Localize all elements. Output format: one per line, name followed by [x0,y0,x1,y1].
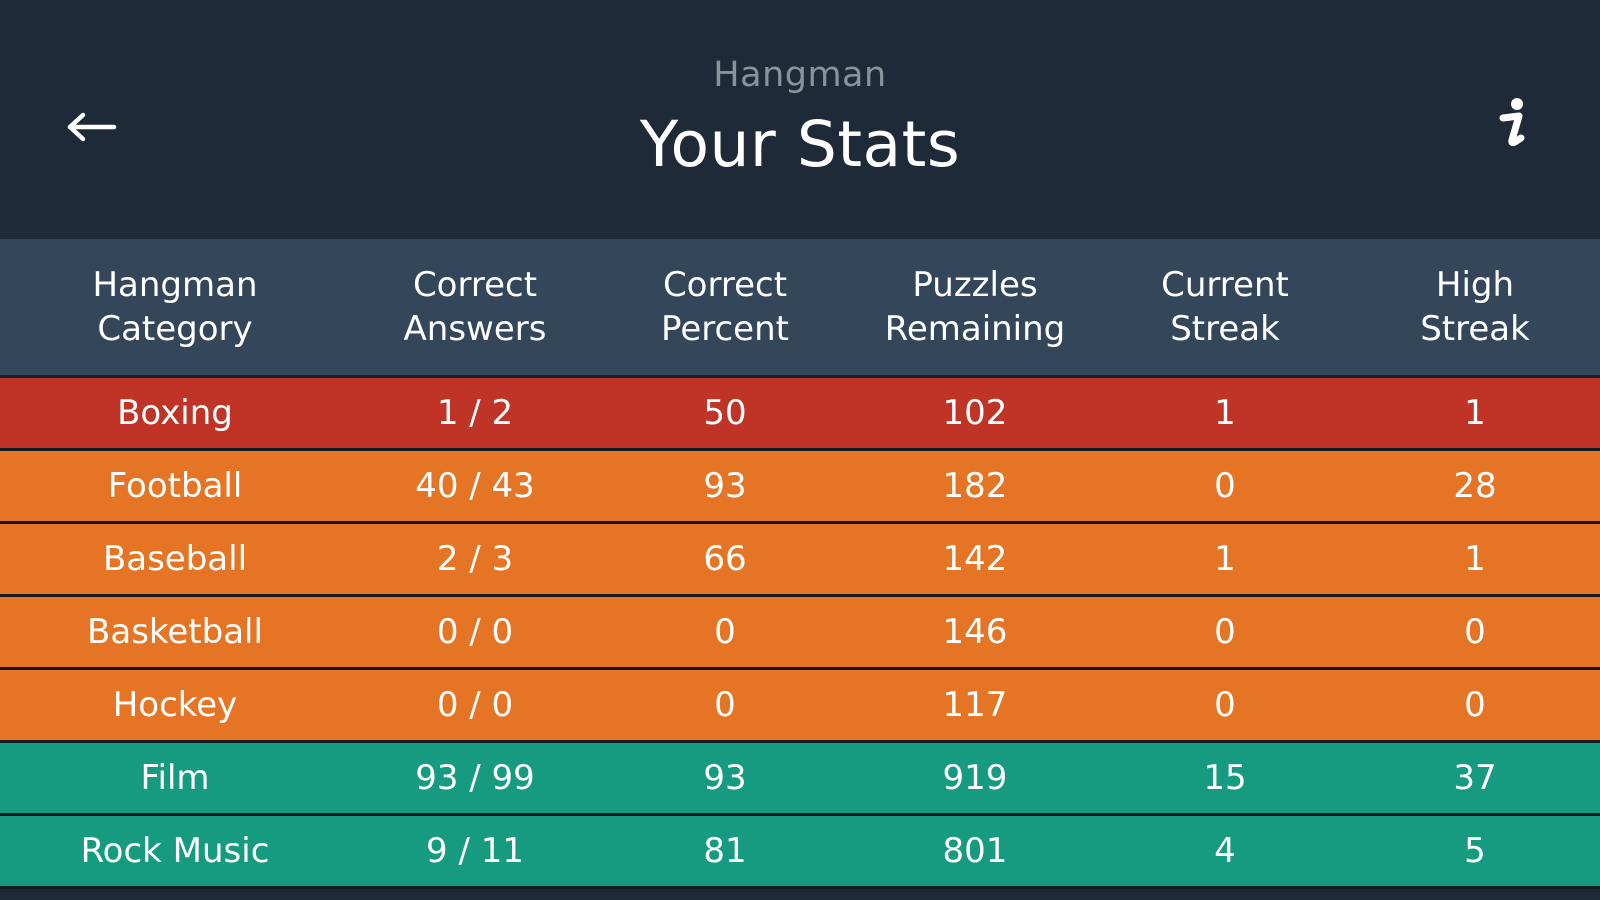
cell-category: Boxing [117,393,233,433]
cell-category: Baseball [102,539,248,579]
cell-puzzles-remaining: 919 [942,758,1008,798]
cell-correct-answers: 93 / 99 [415,758,535,798]
cell-correct-percent: 66 [703,539,747,579]
cell-current-streak: 0 [1214,612,1236,652]
cell-high-streak: 0 [1464,685,1486,725]
cell-correct-percent: 93 [703,466,747,506]
table-row[interactable]: Football 40 / 43 93 182 0 28 [0,451,1600,524]
cell-correct-percent: 0 [714,685,736,725]
cell-puzzles-remaining: 117 [942,685,1008,725]
cell-correct-answers: 1 / 2 [436,393,514,433]
cell-correct-percent: 81 [703,831,747,871]
cell-high-streak: 5 [1464,831,1486,871]
cell-puzzles-remaining: 142 [942,539,1008,579]
table-row[interactable]: Basketball 0 / 0 0 146 0 0 [0,597,1600,670]
column-header-category: Hangman Category [92,265,258,349]
column-header-correct-percent: Correct Percent [661,265,789,349]
cell-correct-percent: 93 [703,758,747,798]
table-row[interactable]: Rock Music 9 / 11 81 801 4 5 [0,816,1600,889]
arrow-left-icon [67,112,117,142]
stats-table: Hangman Category Correct Answers Correct… [0,239,1600,889]
cell-high-streak: 37 [1453,758,1497,798]
cell-correct-answers: 0 / 0 [436,685,514,725]
cell-current-streak: 15 [1203,758,1247,798]
top-bar: Hangman Your Stats [0,0,1600,239]
cell-high-streak: 28 [1453,466,1497,506]
app-subtitle: Hangman [713,55,887,95]
cell-high-streak: 1 [1464,393,1486,433]
cell-correct-answers: 2 / 3 [436,539,514,579]
table-row[interactable]: Film 93 / 99 93 919 15 37 [0,743,1600,816]
cell-current-streak: 4 [1214,831,1236,871]
column-header-high-streak: High Streak [1420,265,1530,349]
info-icon [1499,98,1525,147]
cell-puzzles-remaining: 102 [942,393,1008,433]
cell-current-streak: 1 [1214,539,1236,579]
table-row[interactable]: Boxing 1 / 2 50 102 1 1 [0,378,1600,451]
cell-current-streak: 1 [1214,393,1236,433]
column-header-correct-answers: Correct Answers [403,265,547,349]
cell-correct-percent: 0 [714,612,736,652]
table-row[interactable]: Hockey 0 / 0 0 117 0 0 [0,670,1600,743]
cell-puzzles-remaining: 146 [942,612,1008,652]
cell-current-streak: 0 [1214,466,1236,506]
cell-category: Basketball [87,612,263,652]
back-button[interactable] [60,95,124,159]
cell-category: Rock Music [80,831,270,871]
info-button[interactable] [1478,88,1548,160]
cell-high-streak: 0 [1464,612,1486,652]
cell-category: Football [107,466,243,506]
cell-category: Hockey [112,685,238,725]
cell-high-streak: 1 [1464,539,1486,579]
cell-current-streak: 0 [1214,685,1236,725]
cell-correct-percent: 50 [703,393,747,433]
column-header-current-streak: Current Streak [1161,265,1289,349]
table-row[interactable]: Baseball 2 / 3 66 142 1 1 [0,524,1600,597]
cell-category: Film [140,758,210,798]
cell-correct-answers: 0 / 0 [436,612,514,652]
table-header: Hangman Category Correct Answers Correct… [0,239,1600,378]
cell-puzzles-remaining: 182 [942,466,1008,506]
cell-correct-answers: 40 / 43 [415,466,535,506]
cell-puzzles-remaining: 801 [942,831,1008,871]
table-body: Boxing 1 / 2 50 102 1 1 Football 40 / 43 93 182 0 2… [0,378,1600,889]
column-header-puzzles-remaining: Puzzles Remaining [884,265,1066,349]
page-title: Your Stats [639,108,961,181]
cell-correct-answers: 9 / 11 [426,831,524,871]
